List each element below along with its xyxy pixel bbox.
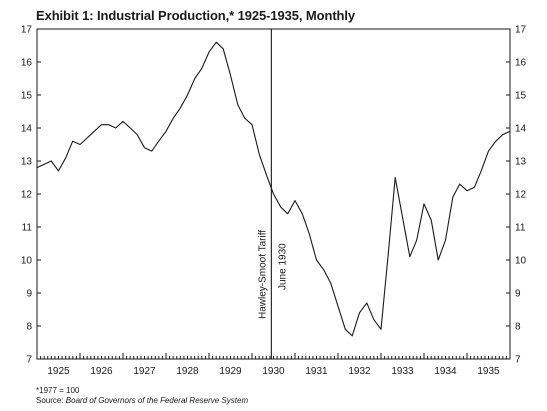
y-tick-label-right: 8 xyxy=(515,322,521,333)
tariff-label: Hawley-Smoot Tariff xyxy=(257,230,268,319)
y-tick-label-left: 9 xyxy=(26,289,32,300)
y-tick-label-left: 7 xyxy=(26,355,32,366)
source-note: Source: Board of Governors of the Federa… xyxy=(36,396,248,406)
y-tick-label-right: 7 xyxy=(515,355,521,366)
source-text: Board of Governors of the Federal Reserv… xyxy=(65,396,249,405)
y-tick-label-right: 14 xyxy=(515,124,527,135)
y-tick-label-right: 13 xyxy=(515,157,527,168)
y-tick-label-right: 15 xyxy=(515,91,527,102)
y-tick-label-right: 17 xyxy=(515,25,527,36)
y-tick-label-left: 10 xyxy=(21,256,33,267)
x-tick-label: 1932 xyxy=(348,366,371,377)
tariff-date-label: June 1930 xyxy=(277,243,288,290)
x-tick-label: 1931 xyxy=(305,366,328,377)
y-tick-label-left: 14 xyxy=(21,124,33,135)
y-tick-label-left: 11 xyxy=(22,223,33,234)
source-label: Source: xyxy=(36,396,66,405)
y-tick-label-left: 8 xyxy=(26,322,32,333)
y-tick-label-right: 9 xyxy=(515,289,521,300)
y-tick-label-right: 11 xyxy=(515,223,526,234)
x-tick-label: 1926 xyxy=(90,366,113,377)
y-tick-label-left: 15 xyxy=(21,91,33,102)
x-tick-label: 1929 xyxy=(219,366,242,377)
y-tick-label-left: 16 xyxy=(21,58,33,69)
chart-title: Exhibit 1: Industrial Production,* 1925-… xyxy=(36,8,356,23)
y-tick-label-left: 13 xyxy=(21,157,33,168)
x-tick-label: 1933 xyxy=(391,366,414,377)
x-tick-label: 1925 xyxy=(47,366,70,377)
y-tick-label-right: 12 xyxy=(515,190,527,201)
x-tick-label: 1930 xyxy=(262,366,285,377)
x-tick-label: 1928 xyxy=(176,366,199,377)
x-tick-label: 1935 xyxy=(477,366,500,377)
x-tick-label: 1934 xyxy=(434,366,457,377)
y-tick-label-left: 12 xyxy=(21,190,33,201)
production-line xyxy=(36,41,511,337)
x-tick-label: 1927 xyxy=(133,366,156,377)
index-base-note: *1977 = 100 xyxy=(36,386,80,395)
y-tick-label-right: 16 xyxy=(515,58,527,69)
y-tick-label-right: 10 xyxy=(515,256,527,267)
chart-footnote: *1977 = 100 Source: Board of Governors o… xyxy=(36,386,248,406)
y-tick-label-left: 17 xyxy=(21,25,33,36)
